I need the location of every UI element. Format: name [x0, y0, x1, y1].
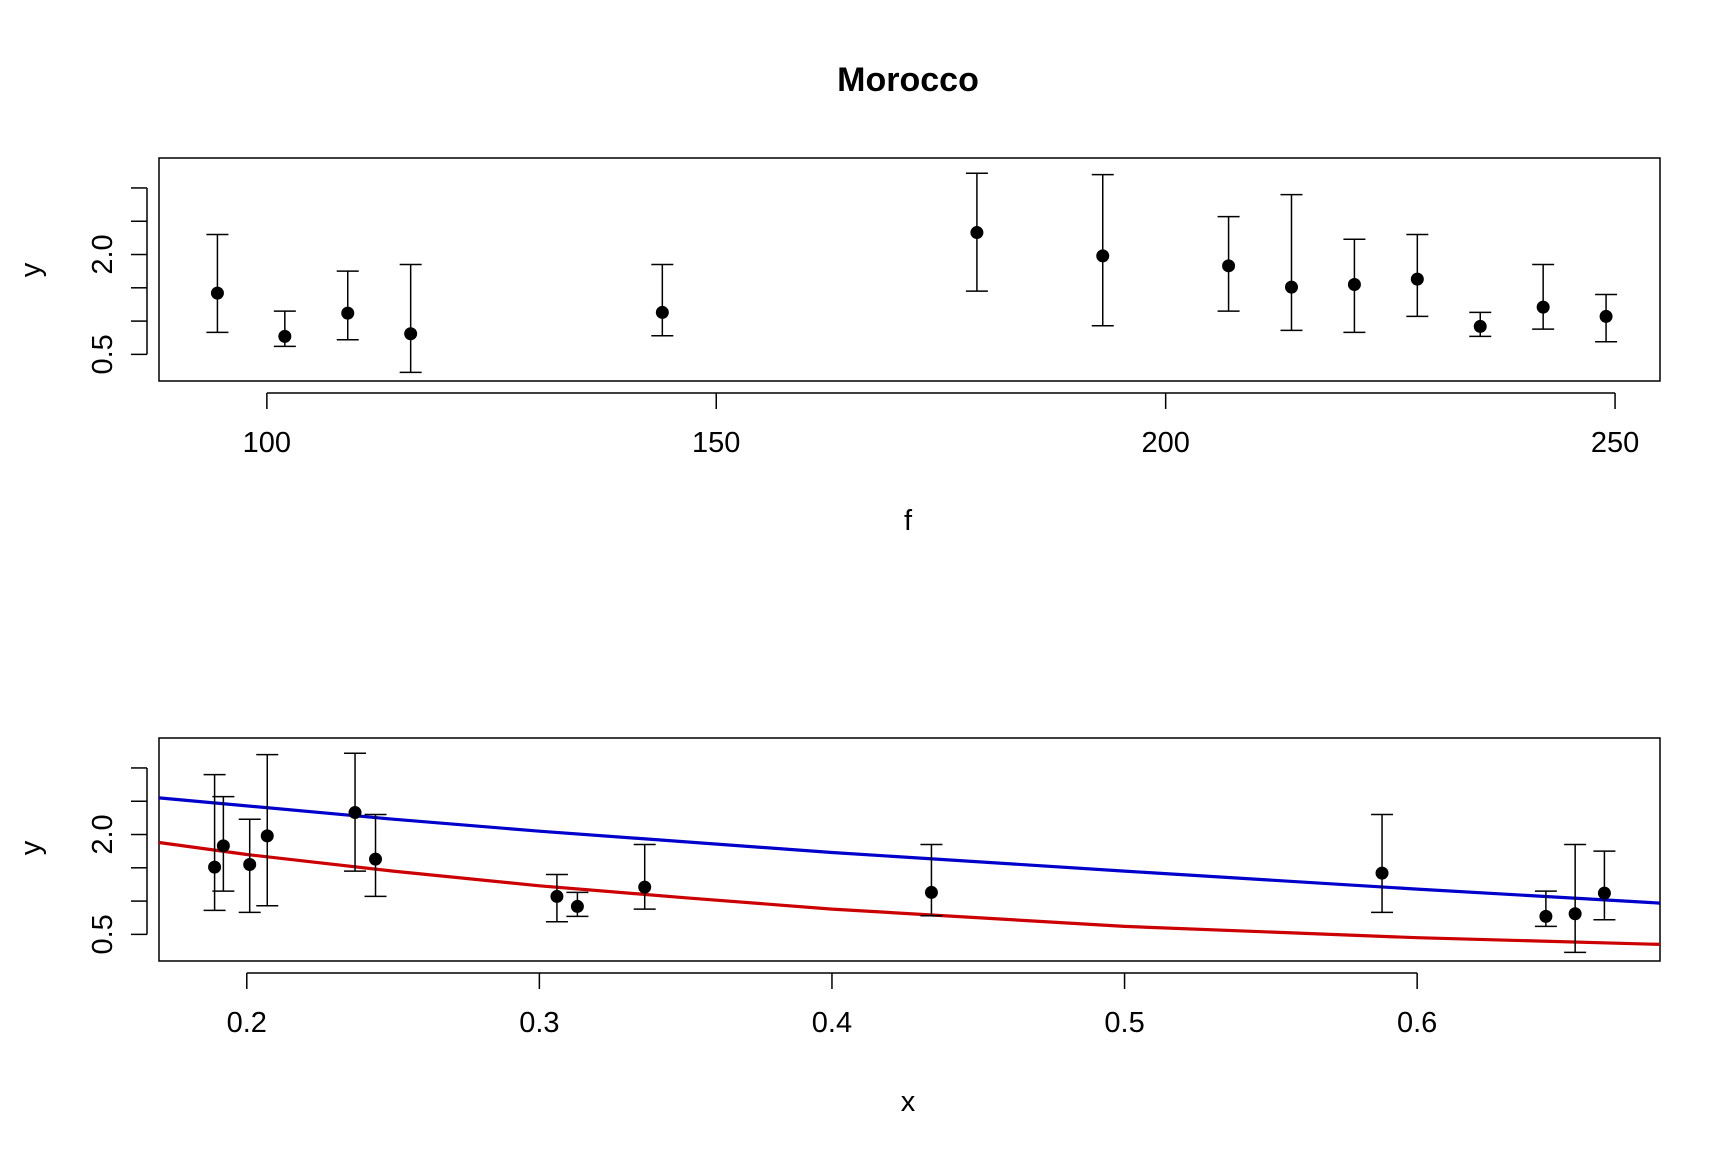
y-axis-label: y: [15, 262, 47, 277]
data-point: [1599, 309, 1613, 323]
panel-frequency-plot: Morocco 100 150 200 250 0.5 2.0 f y: [15, 61, 1661, 537]
x-tick-label: 0.4: [812, 1007, 852, 1039]
x-axis: 100 150 200 250: [243, 392, 1639, 459]
x-tick-label: 0.6: [1397, 1007, 1437, 1039]
x-tick-label: 0.2: [227, 1007, 267, 1039]
x-tick-label: 0.3: [519, 1007, 559, 1039]
x-tick-label: 0.5: [1104, 1007, 1144, 1039]
fitted-curve-blue: [158, 796, 1661, 905]
y-tick-label: 0.5: [87, 914, 119, 954]
data-point: [638, 880, 652, 894]
x-axis-label: f: [904, 505, 913, 537]
data-point: [243, 857, 257, 871]
fitted-curves: [158, 796, 1661, 946]
data-point: [1284, 280, 1298, 294]
data-point: [1096, 249, 1110, 263]
data-point: [1473, 319, 1487, 333]
data-point: [341, 306, 355, 320]
y-axis-label: y: [15, 840, 47, 855]
data-point: [1539, 909, 1553, 923]
data-point: [1375, 866, 1389, 880]
data-point: [260, 829, 274, 843]
y-axis: 0.5 2.0: [87, 187, 148, 375]
data-point: [369, 852, 383, 866]
data-points: [203, 752, 1616, 954]
chart-title: Morocco: [837, 61, 979, 99]
data-point: [1222, 259, 1236, 273]
x-axis: 0.2 0.3 0.4 0.5 0.6: [227, 972, 1437, 1039]
data-point: [1347, 277, 1361, 291]
data-point: [208, 860, 222, 874]
data-point: [210, 286, 224, 300]
data-points: [206, 172, 1618, 374]
data-point: [550, 889, 564, 903]
data-point: [216, 839, 230, 853]
data-point: [570, 899, 584, 913]
y-axis: 0.5 2.0: [87, 767, 148, 955]
x-tick-label: 150: [692, 427, 740, 459]
data-point: [924, 885, 938, 899]
y-tick-label: 2.0: [87, 234, 119, 274]
y-tick-label: 2.0: [87, 814, 119, 854]
data-point: [970, 226, 984, 240]
data-point: [348, 806, 362, 820]
panel-fitted-curves-plot: 0.2 0.3 0.4 0.5 0.6 0.5 2.0 x y: [15, 737, 1661, 1118]
data-point: [1410, 272, 1424, 286]
x-tick-label: 100: [243, 427, 291, 459]
data-point: [404, 327, 418, 341]
data-point: [1568, 907, 1582, 921]
data-point: [1536, 300, 1550, 314]
fitted-curve-red: [158, 840, 1661, 946]
data-point: [1597, 886, 1611, 900]
plot-frame: [158, 157, 1661, 382]
data-point: [278, 329, 292, 343]
plot-frame: [158, 737, 1661, 962]
x-axis-label: x: [901, 1086, 916, 1118]
x-tick-label: 250: [1591, 427, 1639, 459]
data-point: [655, 305, 669, 319]
x-tick-label: 200: [1141, 427, 1189, 459]
y-tick-label: 0.5: [87, 334, 119, 374]
